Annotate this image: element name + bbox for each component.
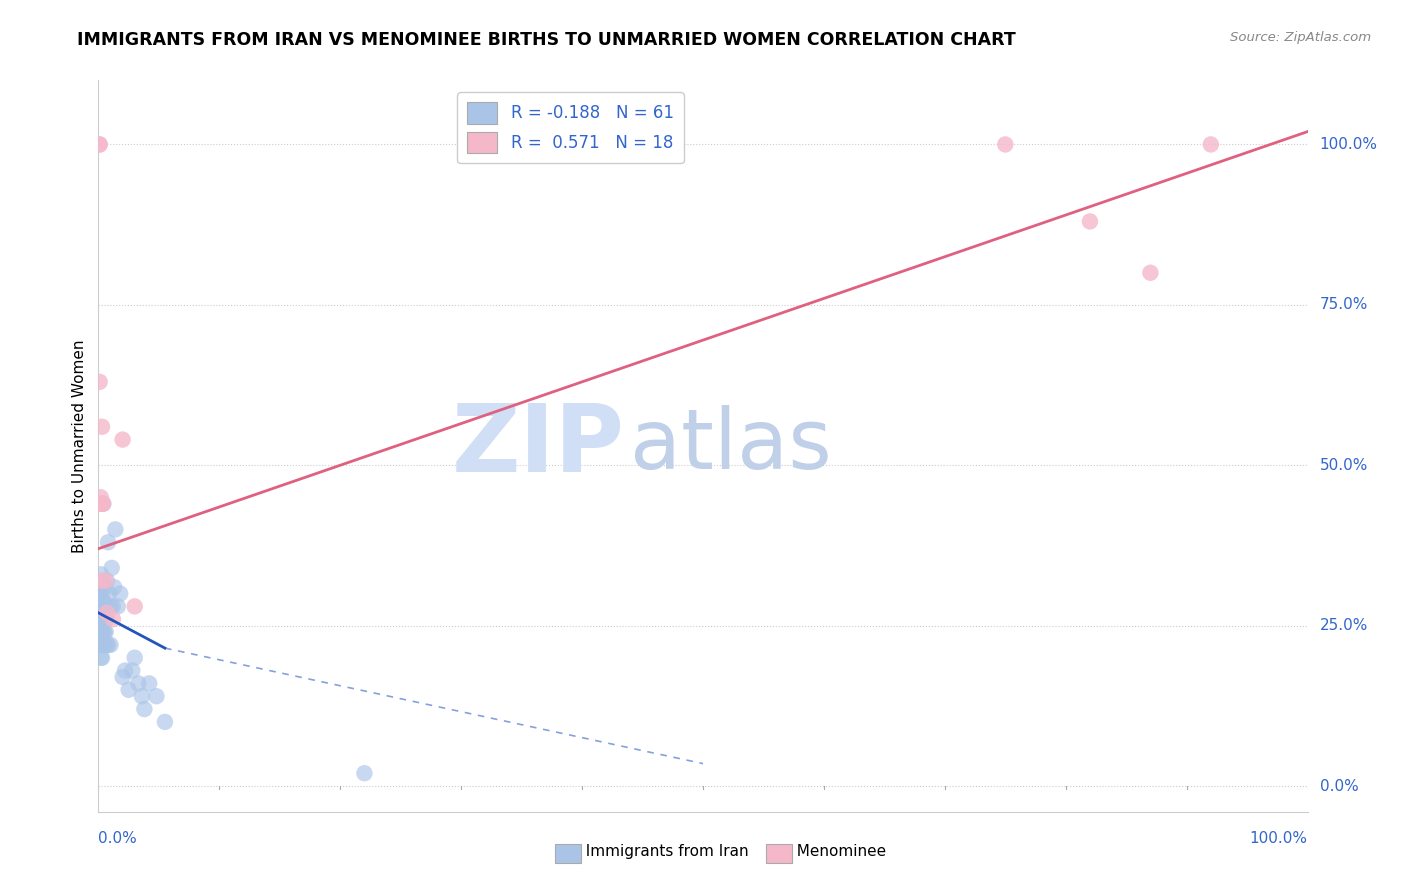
Point xyxy=(91,650,114,665)
Point xyxy=(96,612,118,626)
Point xyxy=(101,599,124,614)
Point xyxy=(91,638,114,652)
Point xyxy=(90,650,112,665)
Point xyxy=(91,497,114,511)
Point xyxy=(91,574,114,588)
Point xyxy=(90,574,112,588)
Point xyxy=(89,137,111,152)
Point xyxy=(91,419,114,434)
Point xyxy=(100,561,122,575)
Point xyxy=(89,586,111,600)
Text: Immigrants from Iran: Immigrants from Iran xyxy=(576,845,749,859)
Point xyxy=(96,638,118,652)
Point xyxy=(98,586,121,600)
Point xyxy=(118,682,141,697)
Point xyxy=(111,433,134,447)
Point xyxy=(1139,266,1161,280)
Point xyxy=(100,599,122,614)
Text: 50.0%: 50.0% xyxy=(1320,458,1368,473)
Text: ZIP: ZIP xyxy=(451,400,624,492)
Point xyxy=(121,664,143,678)
Y-axis label: Births to Unmarried Women: Births to Unmarried Women xyxy=(72,339,87,553)
Point xyxy=(89,137,111,152)
Text: 100.0%: 100.0% xyxy=(1320,137,1378,152)
Point xyxy=(131,690,153,704)
Point xyxy=(91,497,114,511)
Point xyxy=(89,599,111,614)
Point xyxy=(93,606,115,620)
Point xyxy=(90,497,112,511)
Point xyxy=(107,599,129,614)
Point xyxy=(93,580,115,594)
Text: atlas: atlas xyxy=(630,406,832,486)
Text: Menominee: Menominee xyxy=(787,845,887,859)
Point xyxy=(90,638,112,652)
Point xyxy=(91,497,114,511)
Point xyxy=(94,625,117,640)
Point xyxy=(91,625,114,640)
Point xyxy=(89,612,111,626)
Point xyxy=(90,625,112,640)
Point xyxy=(124,599,146,614)
Point xyxy=(101,612,124,626)
Point xyxy=(124,650,146,665)
Point xyxy=(89,580,111,594)
Point xyxy=(108,586,131,600)
Point xyxy=(91,606,114,620)
Point xyxy=(103,580,125,594)
Point xyxy=(91,612,114,626)
Point xyxy=(90,491,112,505)
Point xyxy=(145,690,167,704)
Point xyxy=(353,766,375,780)
Text: Source: ZipAtlas.com: Source: ZipAtlas.com xyxy=(1230,31,1371,45)
Point xyxy=(90,612,112,626)
Point xyxy=(94,612,117,626)
Point xyxy=(94,574,117,588)
Point xyxy=(153,714,176,729)
Text: 0.0%: 0.0% xyxy=(1320,779,1358,794)
Point xyxy=(93,625,115,640)
Point xyxy=(104,523,127,537)
Point xyxy=(96,606,118,620)
Point xyxy=(89,593,111,607)
Point xyxy=(91,606,114,620)
Point xyxy=(90,606,112,620)
Point xyxy=(94,599,117,614)
Point xyxy=(91,593,114,607)
Point xyxy=(90,567,112,582)
Point xyxy=(91,638,114,652)
Text: 75.0%: 75.0% xyxy=(1320,297,1368,312)
Point xyxy=(127,676,149,690)
Point xyxy=(1078,214,1101,228)
Point xyxy=(90,586,112,600)
Legend: R = -0.188   N = 61, R =  0.571   N = 18: R = -0.188 N = 61, R = 0.571 N = 18 xyxy=(457,92,683,163)
Point xyxy=(1199,137,1222,152)
Point xyxy=(93,638,115,652)
Point xyxy=(138,676,160,690)
Point xyxy=(100,638,122,652)
Point xyxy=(89,606,111,620)
Text: IMMIGRANTS FROM IRAN VS MENOMINEE BIRTHS TO UNMARRIED WOMEN CORRELATION CHART: IMMIGRANTS FROM IRAN VS MENOMINEE BIRTHS… xyxy=(77,31,1017,49)
Text: 25.0%: 25.0% xyxy=(1320,618,1368,633)
Point xyxy=(90,599,112,614)
Point xyxy=(89,625,111,640)
Point xyxy=(111,670,134,684)
Point xyxy=(97,535,120,549)
Point xyxy=(134,702,156,716)
Point xyxy=(89,375,111,389)
Point xyxy=(90,580,112,594)
Text: 0.0%: 0.0% xyxy=(98,831,138,846)
Point xyxy=(97,638,120,652)
Point xyxy=(114,664,136,678)
Point xyxy=(91,625,114,640)
Point xyxy=(994,137,1017,152)
Point xyxy=(91,593,114,607)
Point xyxy=(96,574,118,588)
Text: 100.0%: 100.0% xyxy=(1250,831,1308,846)
